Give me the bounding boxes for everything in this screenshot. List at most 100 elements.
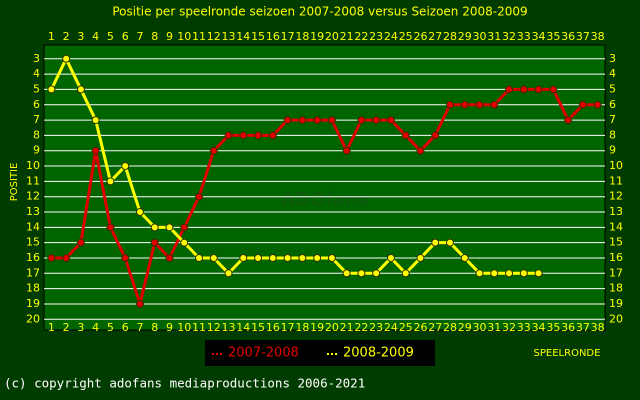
x-tick-label: 27 <box>428 321 442 334</box>
x-tick-label: 38 <box>591 321 605 334</box>
x-tick-label-top: 29 <box>458 30 472 43</box>
x-tick-label-top: 7 <box>136 30 143 43</box>
watermark: ADOfans <box>281 189 369 210</box>
y-tick-label-right: 9 <box>609 144 616 157</box>
y-tick-label: 5 <box>33 82 40 95</box>
point <box>91 116 100 125</box>
point <box>342 146 351 155</box>
point <box>372 116 381 125</box>
x-tick-label-top: 8 <box>151 30 158 43</box>
point <box>283 116 292 125</box>
x-tick-label-top: 6 <box>122 30 129 43</box>
point <box>534 85 543 94</box>
x-tick-label-top: 4 <box>92 30 99 43</box>
x-tick-label: 11 <box>192 321 206 334</box>
x-tick-label: 18 <box>295 321 309 334</box>
point <box>239 131 248 140</box>
x-tick-label: 2 <box>63 321 70 334</box>
point <box>519 269 528 278</box>
point <box>505 85 514 94</box>
point <box>180 238 189 247</box>
point <box>431 131 440 140</box>
x-tick-label-top: 23 <box>369 30 383 43</box>
point <box>209 146 218 155</box>
x-tick-label: 17 <box>281 321 295 334</box>
x-tick-label: 3 <box>77 321 84 334</box>
point <box>224 269 233 278</box>
x-tick-label-top: 13 <box>222 30 236 43</box>
y-tick-label-right: 10 <box>609 159 623 172</box>
x-tick-label-top: 36 <box>561 30 575 43</box>
x-tick-label: 8 <box>151 321 158 334</box>
y-tick-label-right: 16 <box>609 251 623 264</box>
point <box>401 131 410 140</box>
point <box>195 192 204 201</box>
x-tick-label: 1 <box>48 321 55 334</box>
x-tick-label-top: 26 <box>413 30 427 43</box>
x-tick-label-top: 30 <box>473 30 487 43</box>
y-tick-label: 18 <box>26 282 40 295</box>
point <box>534 269 543 278</box>
x-tick-label: 22 <box>354 321 368 334</box>
x-tick-label: 5 <box>107 321 114 334</box>
y-tick-label: 20 <box>26 312 40 325</box>
x-tick-label-top: 18 <box>295 30 309 43</box>
point <box>165 223 174 232</box>
point <box>519 85 528 94</box>
x-tick-label: 14 <box>236 321 250 334</box>
x-tick-label: 4 <box>92 321 99 334</box>
x-tick-label-top: 12 <box>207 30 221 43</box>
point <box>209 253 218 262</box>
point <box>76 85 85 94</box>
y-tick-label: 6 <box>33 98 40 111</box>
x-tick-label-top: 35 <box>546 30 560 43</box>
y-tick-label-right: 6 <box>609 98 616 111</box>
point <box>254 253 263 262</box>
point <box>313 253 322 262</box>
point <box>386 116 395 125</box>
x-tick-label: 33 <box>517 321 531 334</box>
y-tick-label: 15 <box>26 236 40 249</box>
point <box>180 223 189 232</box>
point <box>327 116 336 125</box>
point <box>475 100 484 109</box>
footer: (c) copyright adofans mediaproductions 2… <box>4 376 365 391</box>
x-tick-label-top: 17 <box>281 30 295 43</box>
y-tick-label-right: 19 <box>609 297 623 310</box>
x-tick-label: 20 <box>325 321 339 334</box>
point <box>62 54 71 63</box>
point <box>313 116 322 125</box>
y-tick-label: 13 <box>26 205 40 218</box>
x-tick-label-top: 24 <box>384 30 398 43</box>
x-tick-label-top: 11 <box>192 30 206 43</box>
legend <box>205 340 435 366</box>
x-tick-label-top: 19 <box>310 30 324 43</box>
x-tick-label: 9 <box>166 321 173 334</box>
y-tick-label: 10 <box>26 159 40 172</box>
x-tick-label-top: 20 <box>325 30 339 43</box>
point <box>298 253 307 262</box>
x-tick-label-top: 28 <box>443 30 457 43</box>
point <box>283 253 292 262</box>
x-tick-label-top: 32 <box>502 30 516 43</box>
x-tick-label-top: 16 <box>266 30 280 43</box>
x-tick-label: 15 <box>251 321 265 334</box>
x-tick-label: 16 <box>266 321 280 334</box>
y-tick-label: 17 <box>26 266 40 279</box>
y-tick-label-right: 8 <box>609 128 616 141</box>
x-tick-label-top: 34 <box>532 30 546 43</box>
y-axis-label: POSITIE <box>9 163 20 202</box>
point <box>150 223 159 232</box>
x-tick-label: 36 <box>561 321 575 334</box>
point <box>254 131 263 140</box>
x-tick-label-top: 5 <box>107 30 114 43</box>
x-tick-label: 30 <box>473 321 487 334</box>
point <box>431 238 440 247</box>
x-tick-label-top: 10 <box>177 30 191 43</box>
y-tick-label: 11 <box>26 174 40 187</box>
x-tick-label-top: 38 <box>591 30 605 43</box>
x-tick-label: 29 <box>458 321 472 334</box>
y-tick-label-right: 3 <box>609 52 616 65</box>
point <box>239 253 248 262</box>
